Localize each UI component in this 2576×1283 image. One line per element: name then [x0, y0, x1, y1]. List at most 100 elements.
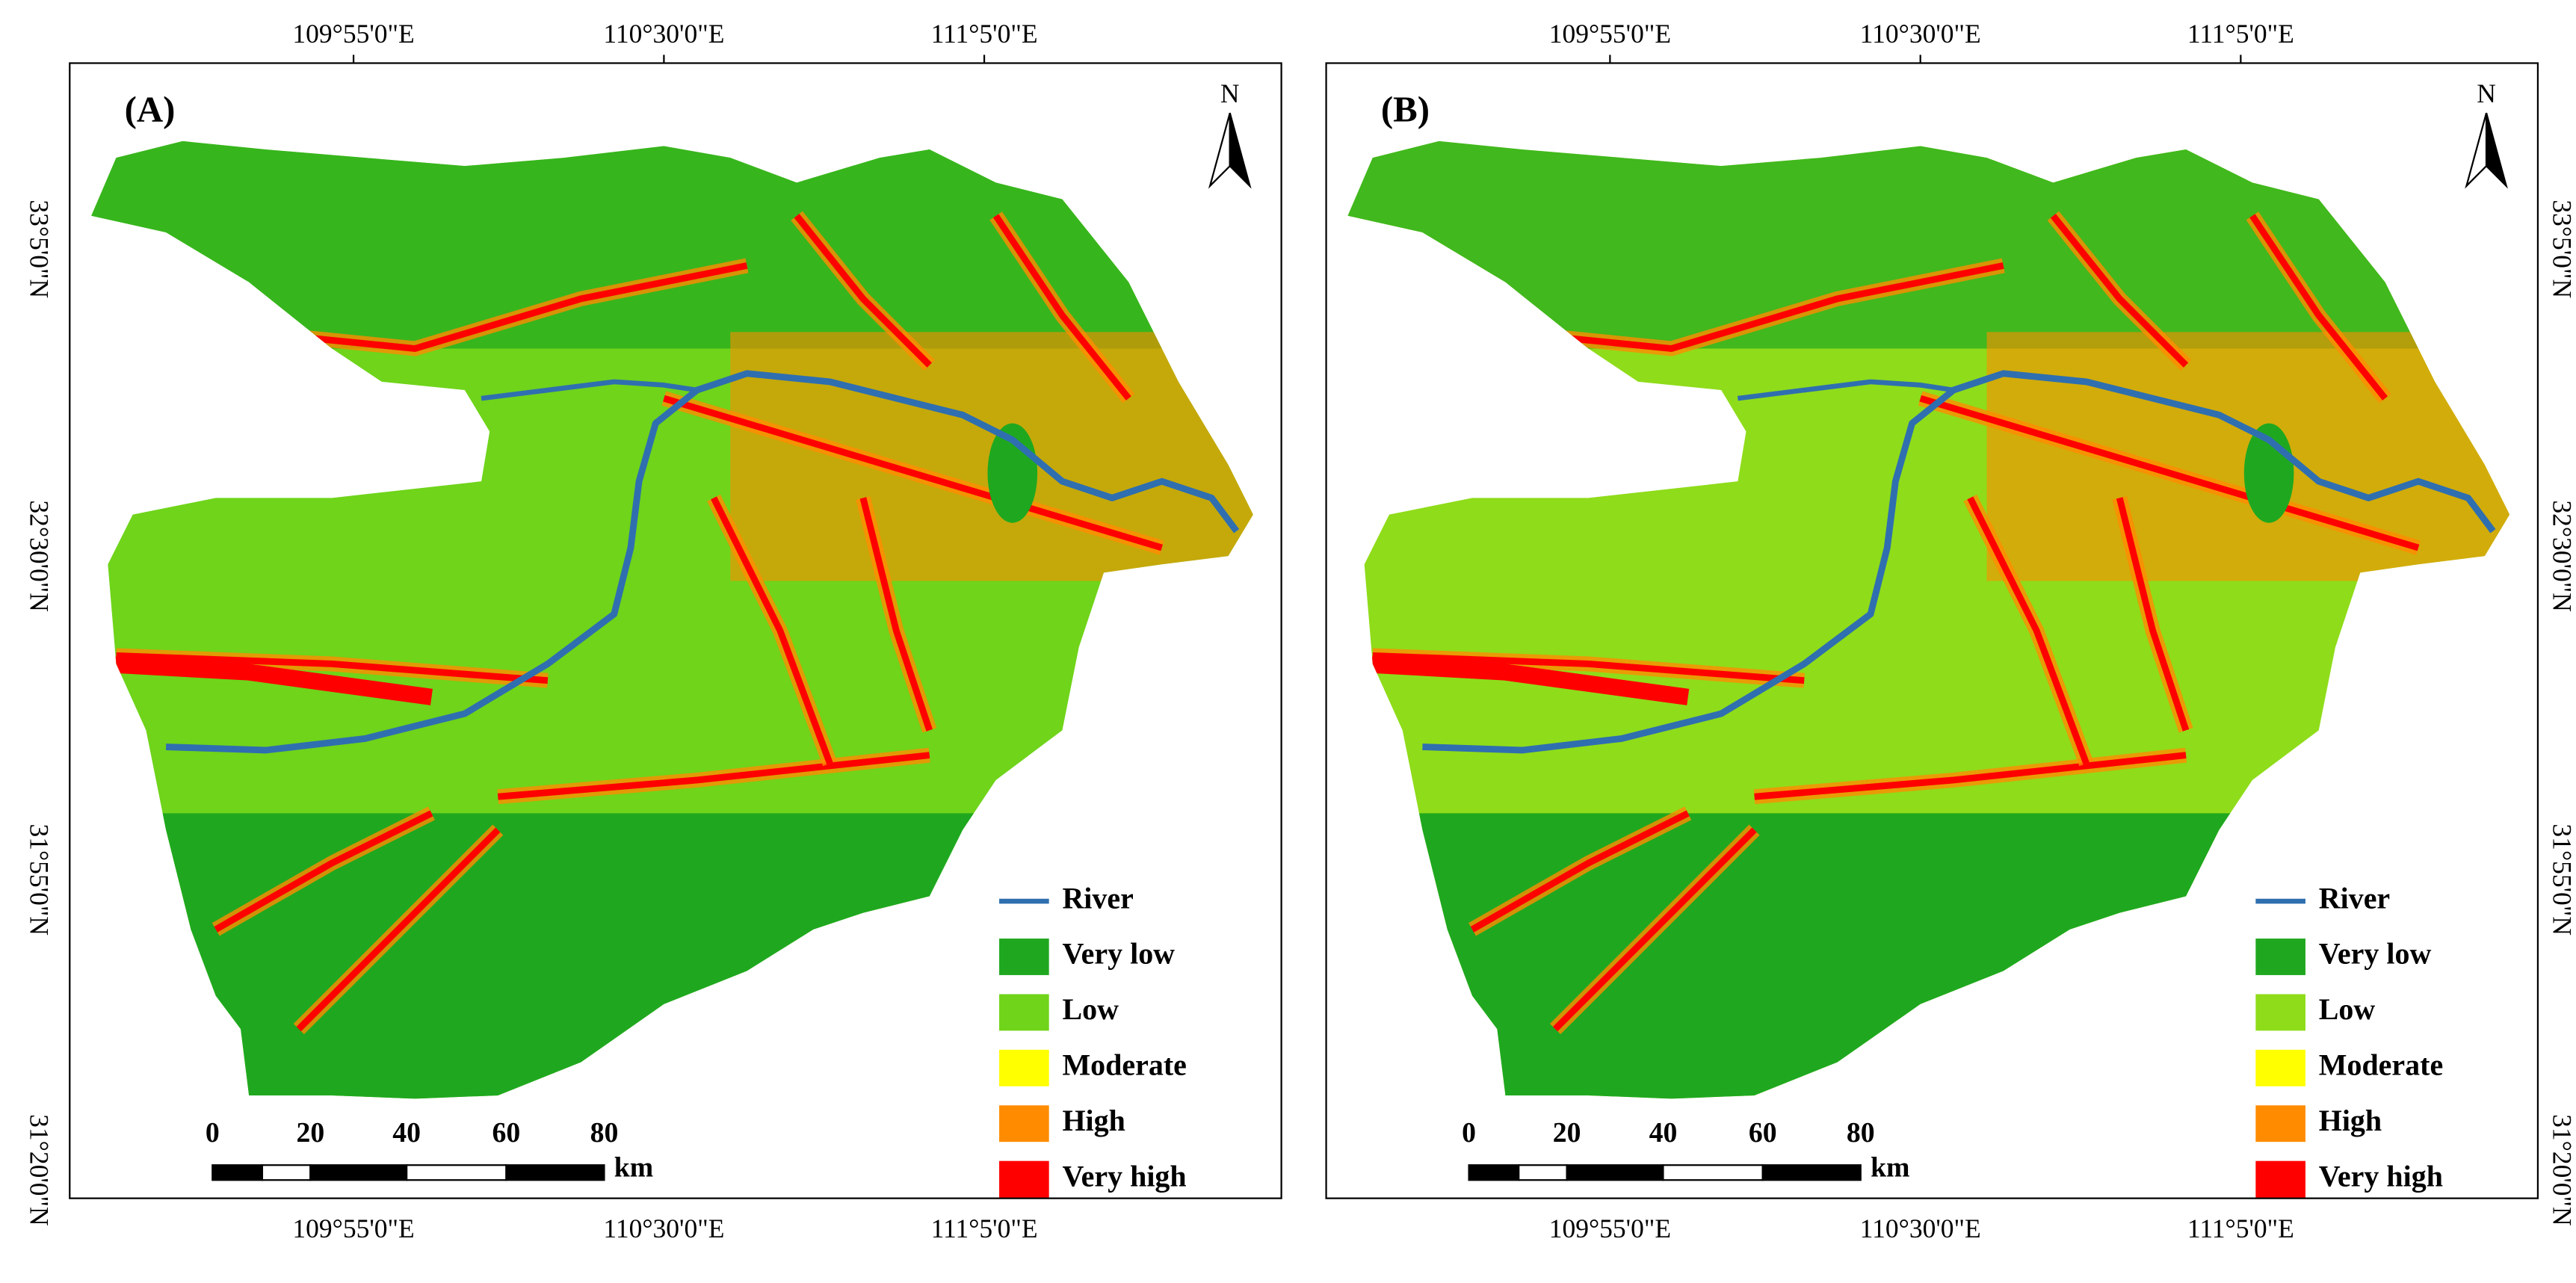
- river: [1422, 370, 2496, 754]
- scale-segment: [1468, 1164, 1520, 1181]
- legend-box: [992, 879, 1268, 1196]
- legend-label: Very high: [2319, 1159, 2443, 1193]
- map-streak: [2050, 214, 2189, 368]
- map-streak: [1355, 655, 1690, 705]
- scale-unit: km: [614, 1152, 653, 1184]
- scale-label: 60: [1749, 1117, 1777, 1148]
- map-panel: (A) N 109°55'0"E 109°55'0"E 110°30'0"E 110°30…: [25, 19, 1282, 1243]
- legend-swatch: [999, 1160, 1049, 1198]
- longitude-label: 111°5'0"E: [931, 19, 1038, 49]
- scale-label: 0: [1462, 1117, 1476, 1148]
- map-streak: [497, 752, 930, 800]
- map-streak: [2116, 497, 2190, 732]
- risk-map: [1347, 140, 2510, 1099]
- map-streak: [1967, 496, 2089, 765]
- scale-label: 80: [1847, 1117, 1875, 1148]
- latitude-label: 31°55'0"N: [2548, 823, 2576, 936]
- map-streak: [794, 214, 932, 368]
- legend-label: Low: [2319, 992, 2376, 1026]
- map-streak: [992, 214, 1131, 401]
- scale-label: 20: [1553, 1117, 1581, 1148]
- scale-label: 0: [206, 1117, 220, 1148]
- legend-label: Very low: [2319, 937, 2432, 971]
- longitude-label: 110°30'0"E: [603, 19, 724, 49]
- scale-segment: [309, 1164, 408, 1181]
- legend-label: Very high: [1062, 1159, 1186, 1193]
- map-streak: [663, 395, 1163, 551]
- latitude-label: 31°20'0"N: [2548, 1114, 2576, 1226]
- map-streak: [859, 497, 933, 732]
- legend-label: River: [1062, 881, 1133, 915]
- legend-swatch: [2255, 994, 2305, 1031]
- legend-label: Very low: [1062, 937, 1175, 971]
- river: [1737, 379, 1954, 401]
- north-label: N: [1220, 78, 1240, 108]
- scale-segment: [505, 1164, 605, 1181]
- legend-swatch: [2255, 1049, 2305, 1086]
- map-streak: [2249, 214, 2388, 401]
- latitude-label: 31°20'0"N: [25, 1114, 55, 1226]
- map-streak: [116, 652, 549, 684]
- scale-label: 60: [492, 1117, 521, 1148]
- map-streak: [1505, 262, 2004, 353]
- scale-segment: [211, 1164, 264, 1181]
- scale-unit: km: [1871, 1152, 1909, 1184]
- latitude-label: 33°5'0"N: [25, 200, 55, 298]
- scale-segment: [406, 1164, 507, 1181]
- latitude-label: 31°55'0"N: [25, 823, 55, 936]
- latitude-label: 32°30'0"N: [25, 500, 55, 612]
- north-label: N: [2477, 78, 2496, 108]
- map-north-zone: [1347, 140, 2510, 349]
- longitude-label: 110°30'0"E: [603, 1214, 724, 1243]
- scale-segment: [1662, 1164, 1764, 1181]
- legend-label: Moderate: [2319, 1048, 2443, 1081]
- latitude-label: 33°5'0"N: [2548, 200, 2576, 298]
- longitude-label: 111°5'0"E: [931, 1214, 1038, 1243]
- scale-segment: [1518, 1164, 1568, 1181]
- river: [481, 379, 698, 401]
- panel-label: (A): [125, 88, 176, 129]
- map-streak: [1470, 810, 1690, 933]
- legend-label: High: [1062, 1104, 1125, 1137]
- map-north-zone: [91, 140, 1253, 349]
- north-arrow: [2465, 112, 2488, 189]
- map-streak: [296, 827, 501, 1032]
- scale-label: 40: [1649, 1117, 1678, 1148]
- scale-segment: [261, 1164, 312, 1181]
- scale-segment: [1566, 1164, 1664, 1181]
- north-arrow: [1229, 112, 1252, 189]
- legend-box: [2249, 879, 2525, 1196]
- legend-swatch: [999, 994, 1049, 1031]
- scale-segment: [1761, 1164, 1862, 1181]
- longitude-label: 111°5'0"E: [2187, 19, 2294, 49]
- map-panel: (B) N 109°55'0"E 109°55'0"E 110°30'0"E 110°30…: [1325, 19, 2576, 1243]
- panel-label: (B): [1381, 88, 1430, 129]
- north-arrow: [2485, 112, 2508, 189]
- longitude-label: 109°55'0"E: [1549, 19, 1671, 49]
- river: [165, 370, 1240, 754]
- longitude-label: 110°30'0"E: [1860, 1214, 1981, 1243]
- latitude-label: 32°30'0"N: [2548, 500, 2576, 612]
- legend-swatch: [999, 1049, 1049, 1086]
- legend-swatch: [2255, 939, 2305, 975]
- scale-label: 40: [392, 1117, 421, 1148]
- longitude-label: 110°30'0"E: [1860, 19, 1981, 49]
- map-streak: [214, 810, 433, 933]
- map-streak: [1919, 395, 2420, 551]
- scale-label: 20: [296, 1117, 324, 1148]
- panel-frame: [69, 62, 1282, 1199]
- scale-label: 80: [590, 1117, 619, 1148]
- legend-swatch: [2255, 1105, 2305, 1143]
- legend-label: Low: [1062, 992, 1119, 1026]
- legend-swatch: [999, 1105, 1049, 1143]
- legend-swatch: [999, 939, 1049, 975]
- north-arrow: [1208, 112, 1231, 189]
- legend-label: High: [2319, 1104, 2382, 1137]
- longitude-label: 109°55'0"E: [1549, 1214, 1671, 1243]
- longitude-label: 109°55'0"E: [292, 1214, 414, 1243]
- map-streak: [99, 655, 433, 705]
- legend-swatch: [2255, 1160, 2305, 1198]
- legend-label: Moderate: [1062, 1048, 1186, 1081]
- panel-frame: [1325, 62, 2539, 1199]
